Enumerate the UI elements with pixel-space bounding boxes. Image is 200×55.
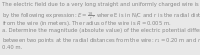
Text: from the wire (in meters). The radius of the wire is $R = 0.005$ m.: from the wire (in meters). The radius of… <box>2 19 172 28</box>
Text: 0.40 m.: 0.40 m. <box>2 45 23 50</box>
Text: The electric field due to a very long straight and uniformly charged wire is giv: The electric field due to a very long st… <box>2 2 200 7</box>
Text: a. Determine the magnitude (absolute value) of the electric potential difference: a. Determine the magnitude (absolute val… <box>2 28 200 33</box>
Text: between two points at the radial distances from the wire: $r_1 = 0.20$ m and $r_: between two points at the radial distanc… <box>2 36 200 45</box>
Text: by the following expression: $E = \frac{18}{r}$, where E is in N/C and r is the : by the following expression: $E = \frac{… <box>2 11 200 22</box>
